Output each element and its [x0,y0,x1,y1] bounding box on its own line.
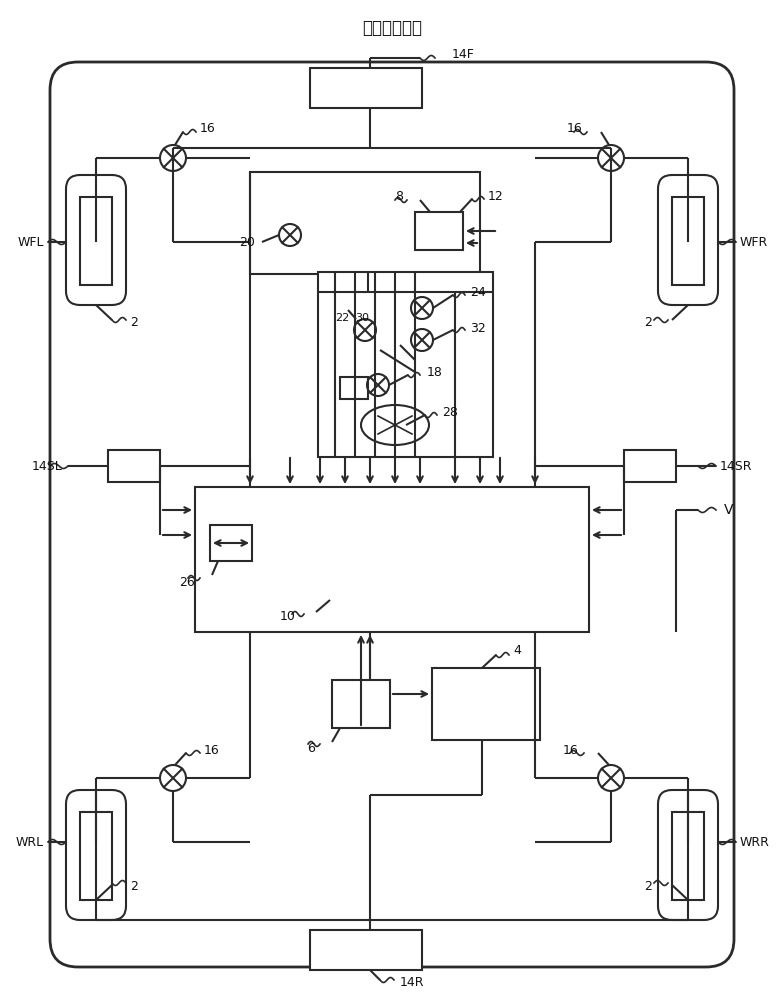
Bar [195,487,589,632]
Text: 22: 22 [335,313,349,323]
Text: 16: 16 [562,744,578,756]
Bar [80,812,112,900]
Text: 32: 32 [470,322,486,334]
Text: 2: 2 [130,316,138,330]
Text: 18: 18 [427,366,443,379]
Text: 28: 28 [442,406,458,418]
FancyBboxPatch shape [66,175,126,305]
Text: 14SR: 14SR [720,460,753,473]
Bar [310,68,422,108]
Text: 2: 2 [644,880,652,894]
Bar [310,930,422,970]
Text: 6: 6 [307,742,315,754]
Text: 16: 16 [204,744,220,756]
Bar [432,668,540,740]
Text: 30: 30 [355,313,369,323]
Bar [80,197,112,285]
Bar [624,450,676,482]
Bar [415,212,463,250]
Text: V: V [724,503,734,517]
FancyBboxPatch shape [66,790,126,920]
Text: WFR: WFR [740,235,768,248]
Text: 12: 12 [488,190,504,202]
Text: 26: 26 [180,576,195,588]
Text: 14SL: 14SL [31,460,62,473]
FancyBboxPatch shape [50,62,734,967]
Text: 16: 16 [566,121,582,134]
Text: WRL: WRL [16,836,44,848]
Text: 14R: 14R [400,976,424,990]
FancyBboxPatch shape [658,790,718,920]
Text: WFL: WFL [17,235,44,248]
Bar [332,680,390,728]
Text: 10: 10 [280,610,296,624]
Text: 4: 4 [513,645,521,658]
Text: WRR: WRR [740,836,770,848]
Bar [108,450,160,482]
Text: 24: 24 [470,286,486,298]
Text: 14F: 14F [452,48,475,62]
Text: 8: 8 [395,190,403,204]
FancyBboxPatch shape [658,175,718,305]
Bar [672,197,704,285]
Bar [318,272,493,457]
Bar [210,525,252,561]
Text: 2: 2 [130,880,138,894]
Text: 20: 20 [239,236,255,249]
Text: （车辆前方）: （车辆前方） [362,19,422,37]
Bar [672,812,704,900]
Bar [250,172,480,274]
Text: 16: 16 [200,121,216,134]
Text: 2: 2 [644,316,652,330]
Bar [340,377,368,399]
